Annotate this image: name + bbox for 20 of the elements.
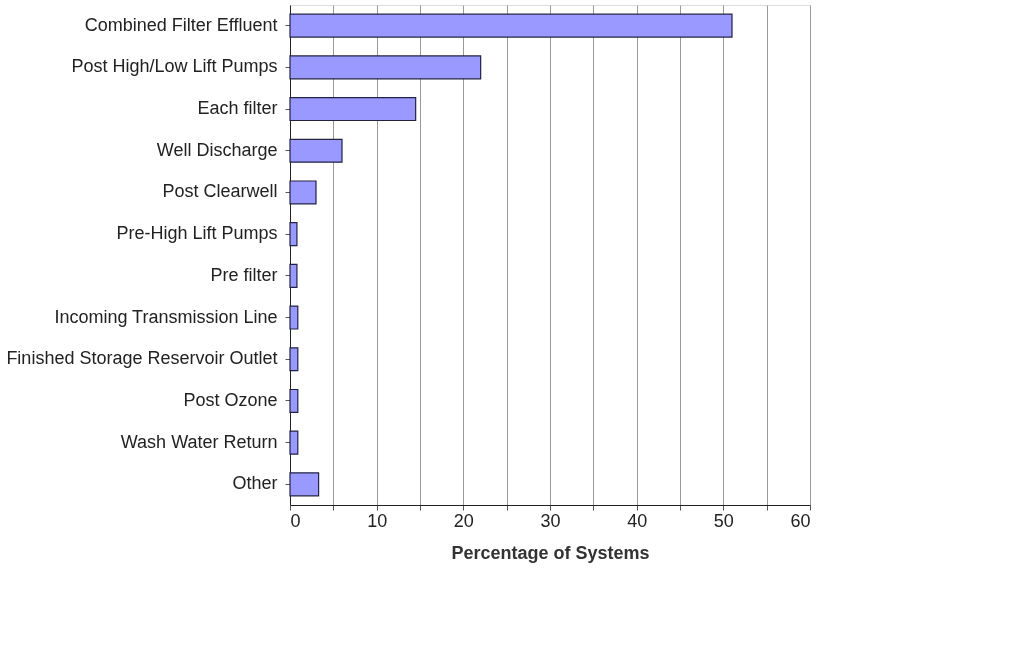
x-tick-label: 50 [713, 510, 734, 531]
y-tick-label: Post High/Low Lift Pumps [71, 56, 278, 77]
y-tick-label: Well Discharge [156, 139, 278, 160]
y-tick-label: Post Clearwell [162, 181, 278, 202]
x-axis-title: Percentage of Systems [451, 542, 650, 563]
x-tick-label: 30 [540, 510, 561, 531]
x-tick-label: 20 [453, 510, 474, 531]
x-tick-label: 10 [367, 510, 388, 531]
y-tick-label: Wash Water Return [120, 431, 278, 452]
y-tick-label: Other [232, 473, 278, 494]
y-tick-label: Pre-High Lift Pumps [116, 223, 278, 244]
y-tick-label: Finished Storage Reservoir Outlet [6, 348, 278, 369]
y-tick-label: Combined Filter Effluent [84, 14, 278, 35]
x-tick-label: 40 [627, 510, 648, 531]
y-tick-label: Incoming Transmission Line [54, 306, 278, 327]
y-tick-label: Each filter [197, 98, 278, 119]
x-tick-label: 60 [790, 510, 811, 531]
x-tick-label: 0 [290, 510, 301, 531]
y-tick-label: Post Ozone [183, 389, 278, 410]
y-tick-label: Pre filter [210, 264, 278, 285]
